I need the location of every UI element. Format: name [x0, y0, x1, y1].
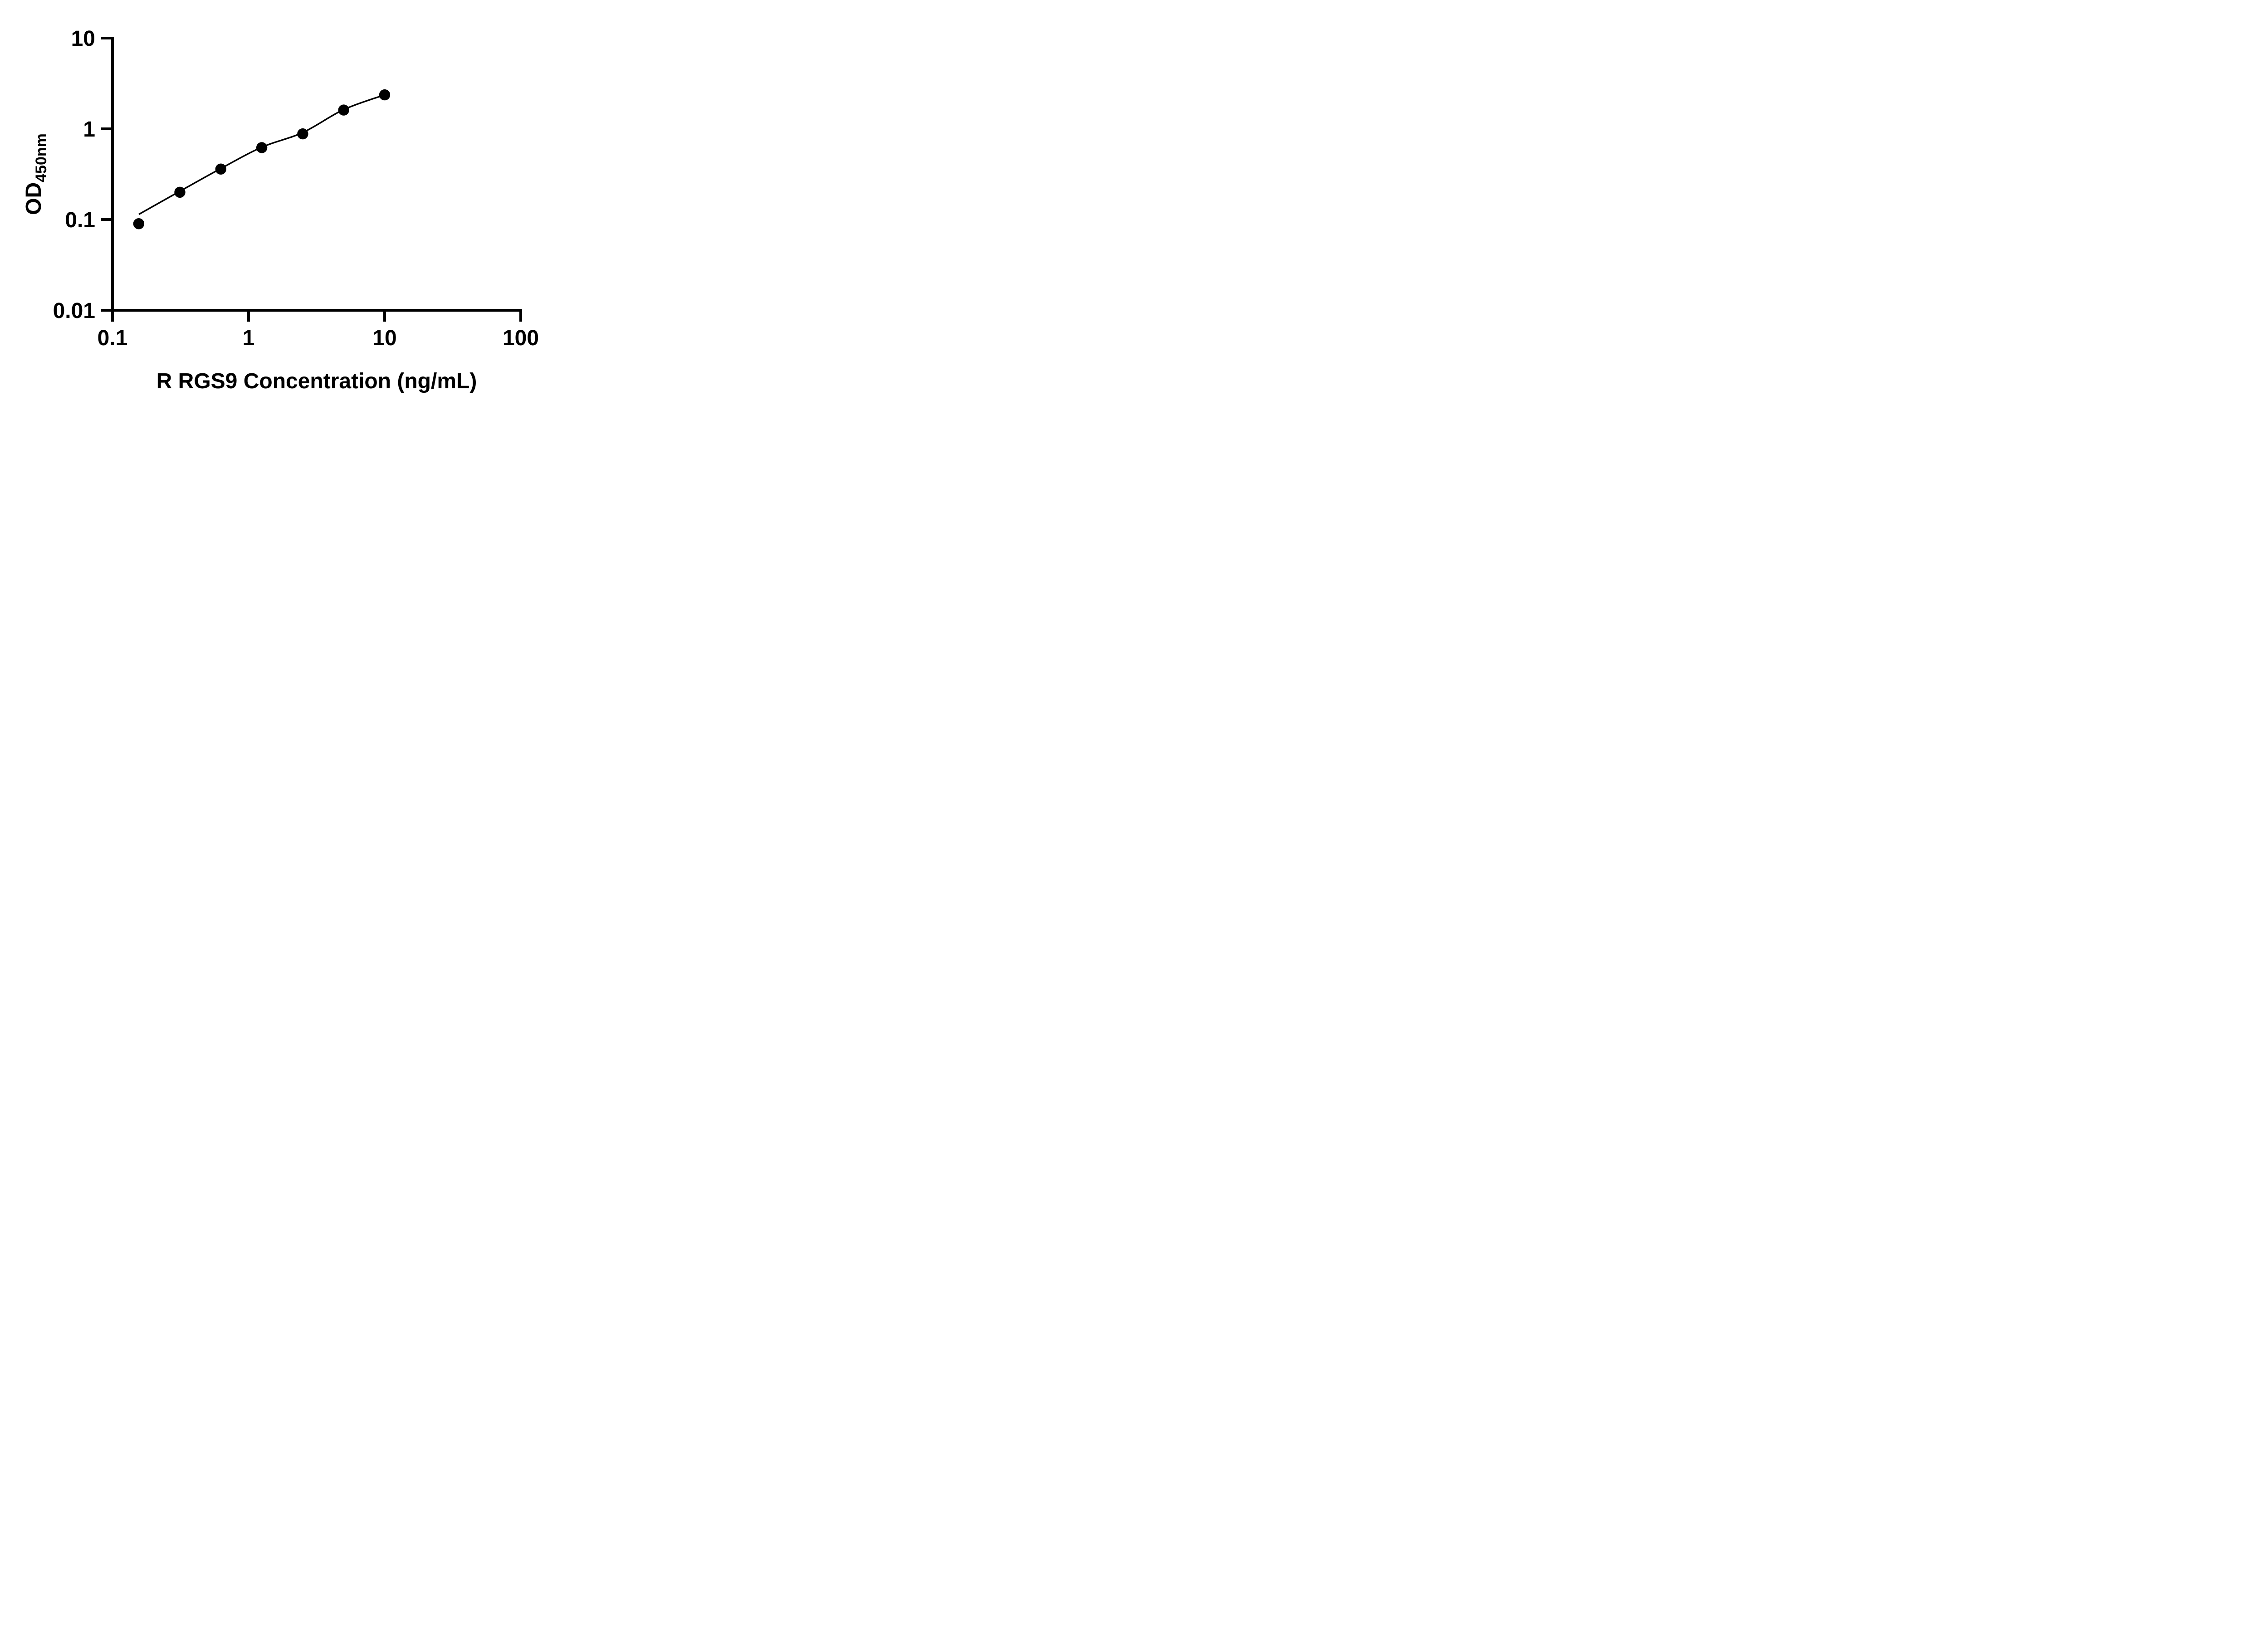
y-tick-label: 0.1	[65, 208, 95, 232]
x-tick-label: 1	[243, 326, 255, 350]
y-tick-label: 10	[71, 27, 95, 51]
data-point	[338, 104, 349, 116]
data-point	[174, 186, 186, 198]
x-axis-title: R RGS9 Concentration (ng/mL)	[156, 369, 477, 393]
x-tick-label: 10	[372, 326, 396, 350]
data-point	[379, 89, 391, 101]
y-tick-label: 0.01	[53, 299, 95, 323]
x-tick-label: 0.1	[98, 326, 128, 350]
data-point	[215, 163, 226, 175]
data-point	[256, 142, 268, 153]
data-point	[297, 128, 308, 140]
data-point	[133, 218, 145, 230]
elisa-standard-curve-figure: 10 1 0.1 0.01 0.1 1 10 100 R RGS9 Concentration …	[0, 0, 583, 408]
y-tick-label: 1	[83, 117, 95, 142]
x-tick-label: 100	[503, 326, 539, 350]
y-axis-title: OD450nm	[22, 133, 50, 215]
